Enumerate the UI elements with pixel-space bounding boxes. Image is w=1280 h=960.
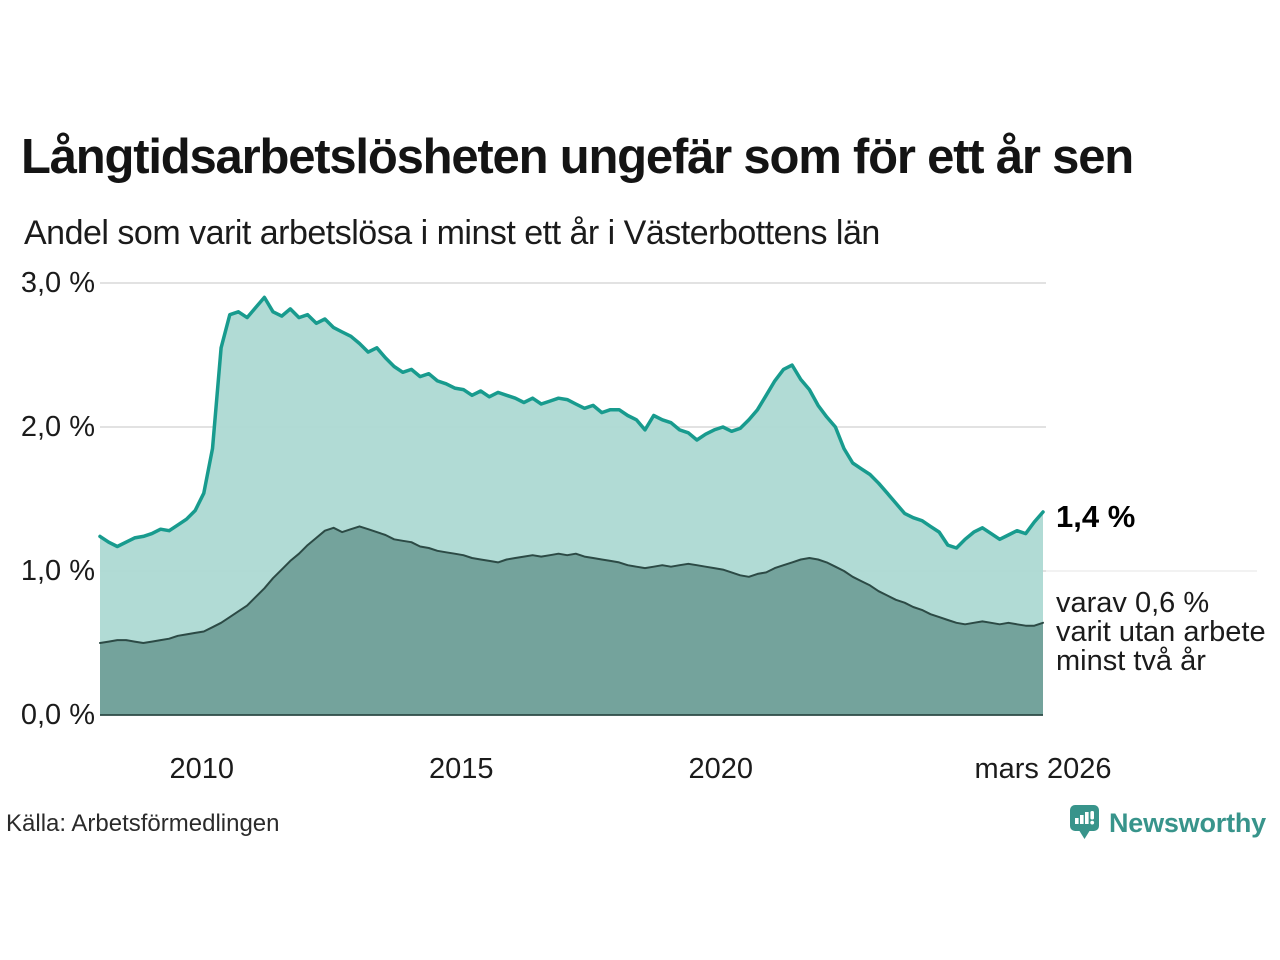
area-fill-two-years xyxy=(100,526,1043,715)
source-credit: Källa: Arbetsförmedlingen xyxy=(6,810,280,837)
y-axis-tick-label: 0,0 % xyxy=(20,699,95,731)
brand-logo: Newsworthy xyxy=(1069,802,1266,844)
y-axis-tick-label: 1,0 % xyxy=(20,555,95,587)
series-line-one-year xyxy=(98,295,1045,550)
x-axis-tick-label: 2015 xyxy=(428,753,494,785)
secondary-annotation-line: varav 0,6 % xyxy=(1056,587,1210,619)
secondary-annotation: varav 0,6 % varit utan arbete minst två … xyxy=(1056,589,1266,676)
x-axis-tick-label: mars 2026 xyxy=(974,753,1112,785)
series-line-two-years xyxy=(99,525,1044,644)
x-axis-tick-label: 2020 xyxy=(688,753,753,785)
x-axis-tick-label: 2010 xyxy=(169,753,234,785)
page-title: Långtidsarbetslösheten ungefär som för e… xyxy=(21,130,1134,184)
chart-subtitle: Andel som varit arbetslösa i minst ett å… xyxy=(24,214,880,252)
y-axis-tick-label: 2,0 % xyxy=(20,411,95,443)
secondary-annotation-line: minst två år xyxy=(1056,645,1206,677)
y-axis-tick-label: 3,0 % xyxy=(20,267,95,299)
newsworthy-icon xyxy=(1069,805,1099,839)
brand-name: Newsworthy xyxy=(1108,807,1266,838)
secondary-annotation-line: varit utan arbete xyxy=(1056,616,1266,648)
latest-value-label: 1,4 % xyxy=(1056,499,1136,534)
